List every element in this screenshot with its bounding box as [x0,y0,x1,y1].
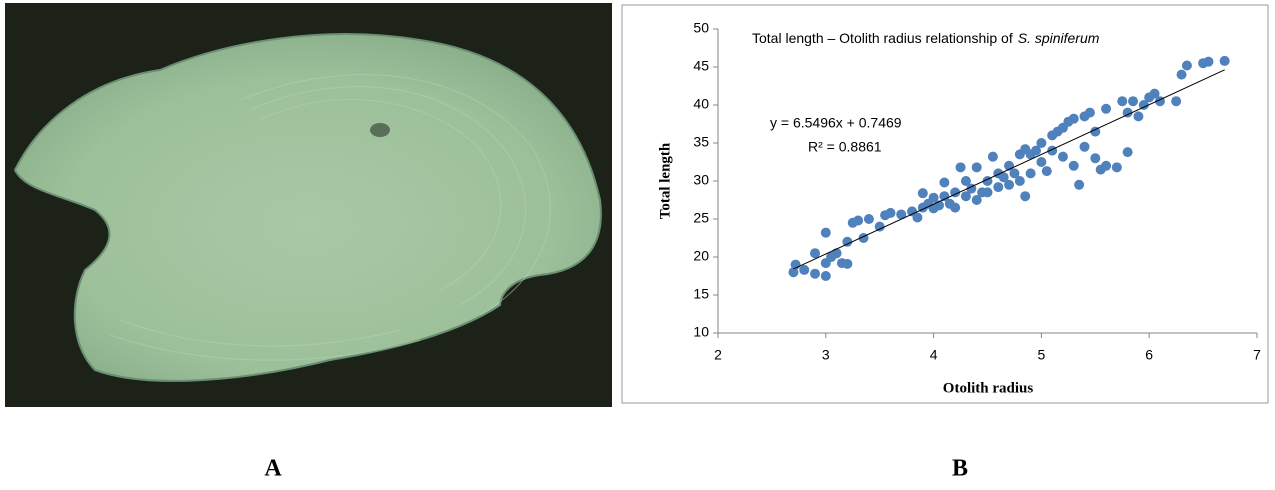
point [1041,166,1052,177]
point [928,192,939,203]
otolith-photo [5,3,612,407]
point [820,271,831,281]
point [1101,103,1112,114]
point [1004,179,1015,190]
point [788,267,799,278]
y-tick-label: 20 [693,248,709,264]
x-tick-label: 7 [1253,347,1261,363]
point [1090,153,1101,164]
growth-rings [109,74,551,361]
point [1122,147,1133,158]
point [1090,126,1101,137]
chart-title-species: S. spiniferum [1018,30,1100,46]
x-tick-label: 4 [930,347,938,363]
point [1176,69,1187,80]
y-tick-label: 15 [693,286,709,302]
y-tick-label: 30 [693,172,709,188]
y-tick-label: 10 [693,324,709,340]
point [1181,60,1192,71]
point [917,188,928,199]
point [842,236,853,247]
point [831,248,842,259]
chart-title: Total length – Otolith radius relationsh… [752,30,1100,46]
point [1117,96,1128,107]
point [955,162,966,173]
nucleus [370,123,390,137]
point [960,176,971,186]
point [1133,111,1144,122]
point [1219,55,1230,66]
panel-label: B [952,456,968,482]
point [874,221,885,232]
point [810,248,821,259]
point [1074,179,1085,190]
point [1203,56,1214,67]
point [863,214,874,224]
point [982,187,993,198]
point [1111,162,1122,173]
point [885,207,896,218]
chart-title-text: Total length – Otolith radius relationsh… [752,30,1013,46]
point [842,258,853,269]
y-tick-label: 50 [693,20,709,36]
y-tick-label: 35 [693,134,709,150]
otolith [13,33,602,382]
point [939,177,950,188]
y-tick-label: 25 [693,210,709,226]
point [1020,191,1031,202]
point [896,209,907,220]
point [939,191,950,202]
y-tick-label: 40 [693,96,709,112]
y-axis-label: Total length [657,142,673,219]
point [912,212,923,223]
x-tick-label: 6 [1145,347,1153,363]
y-tick-label: 45 [693,58,709,74]
point [998,172,1009,183]
point [1084,107,1095,118]
point [993,182,1004,193]
point [1138,100,1149,110]
point [1009,168,1020,179]
point [1068,160,1079,171]
point [987,151,998,162]
point [820,227,831,238]
point [1122,107,1133,118]
point [1171,96,1182,107]
point [950,202,961,213]
point [960,191,971,202]
x-tick-label: 5 [1038,347,1046,363]
point [1128,96,1139,107]
panel-label: A [264,456,282,482]
point [1036,138,1047,148]
trendline [793,69,1225,270]
x-tick-label: 3 [822,347,830,363]
x-tick-label: 2 [714,347,722,363]
point [1149,88,1160,99]
point [971,195,982,205]
r-squared: R² = 0.8861 [808,139,882,155]
point [971,162,982,173]
point [1014,176,1025,186]
point [810,268,821,279]
point [1031,145,1042,156]
equation: y = 6.5496x + 0.7469 [770,115,902,131]
point [1057,151,1068,162]
point [1068,113,1079,124]
point [1079,141,1090,152]
point [1025,168,1036,179]
point [799,264,810,275]
point [1101,160,1112,171]
point [853,215,864,226]
point [1036,157,1047,167]
x-axis-label: Otolith radius [943,380,1034,396]
